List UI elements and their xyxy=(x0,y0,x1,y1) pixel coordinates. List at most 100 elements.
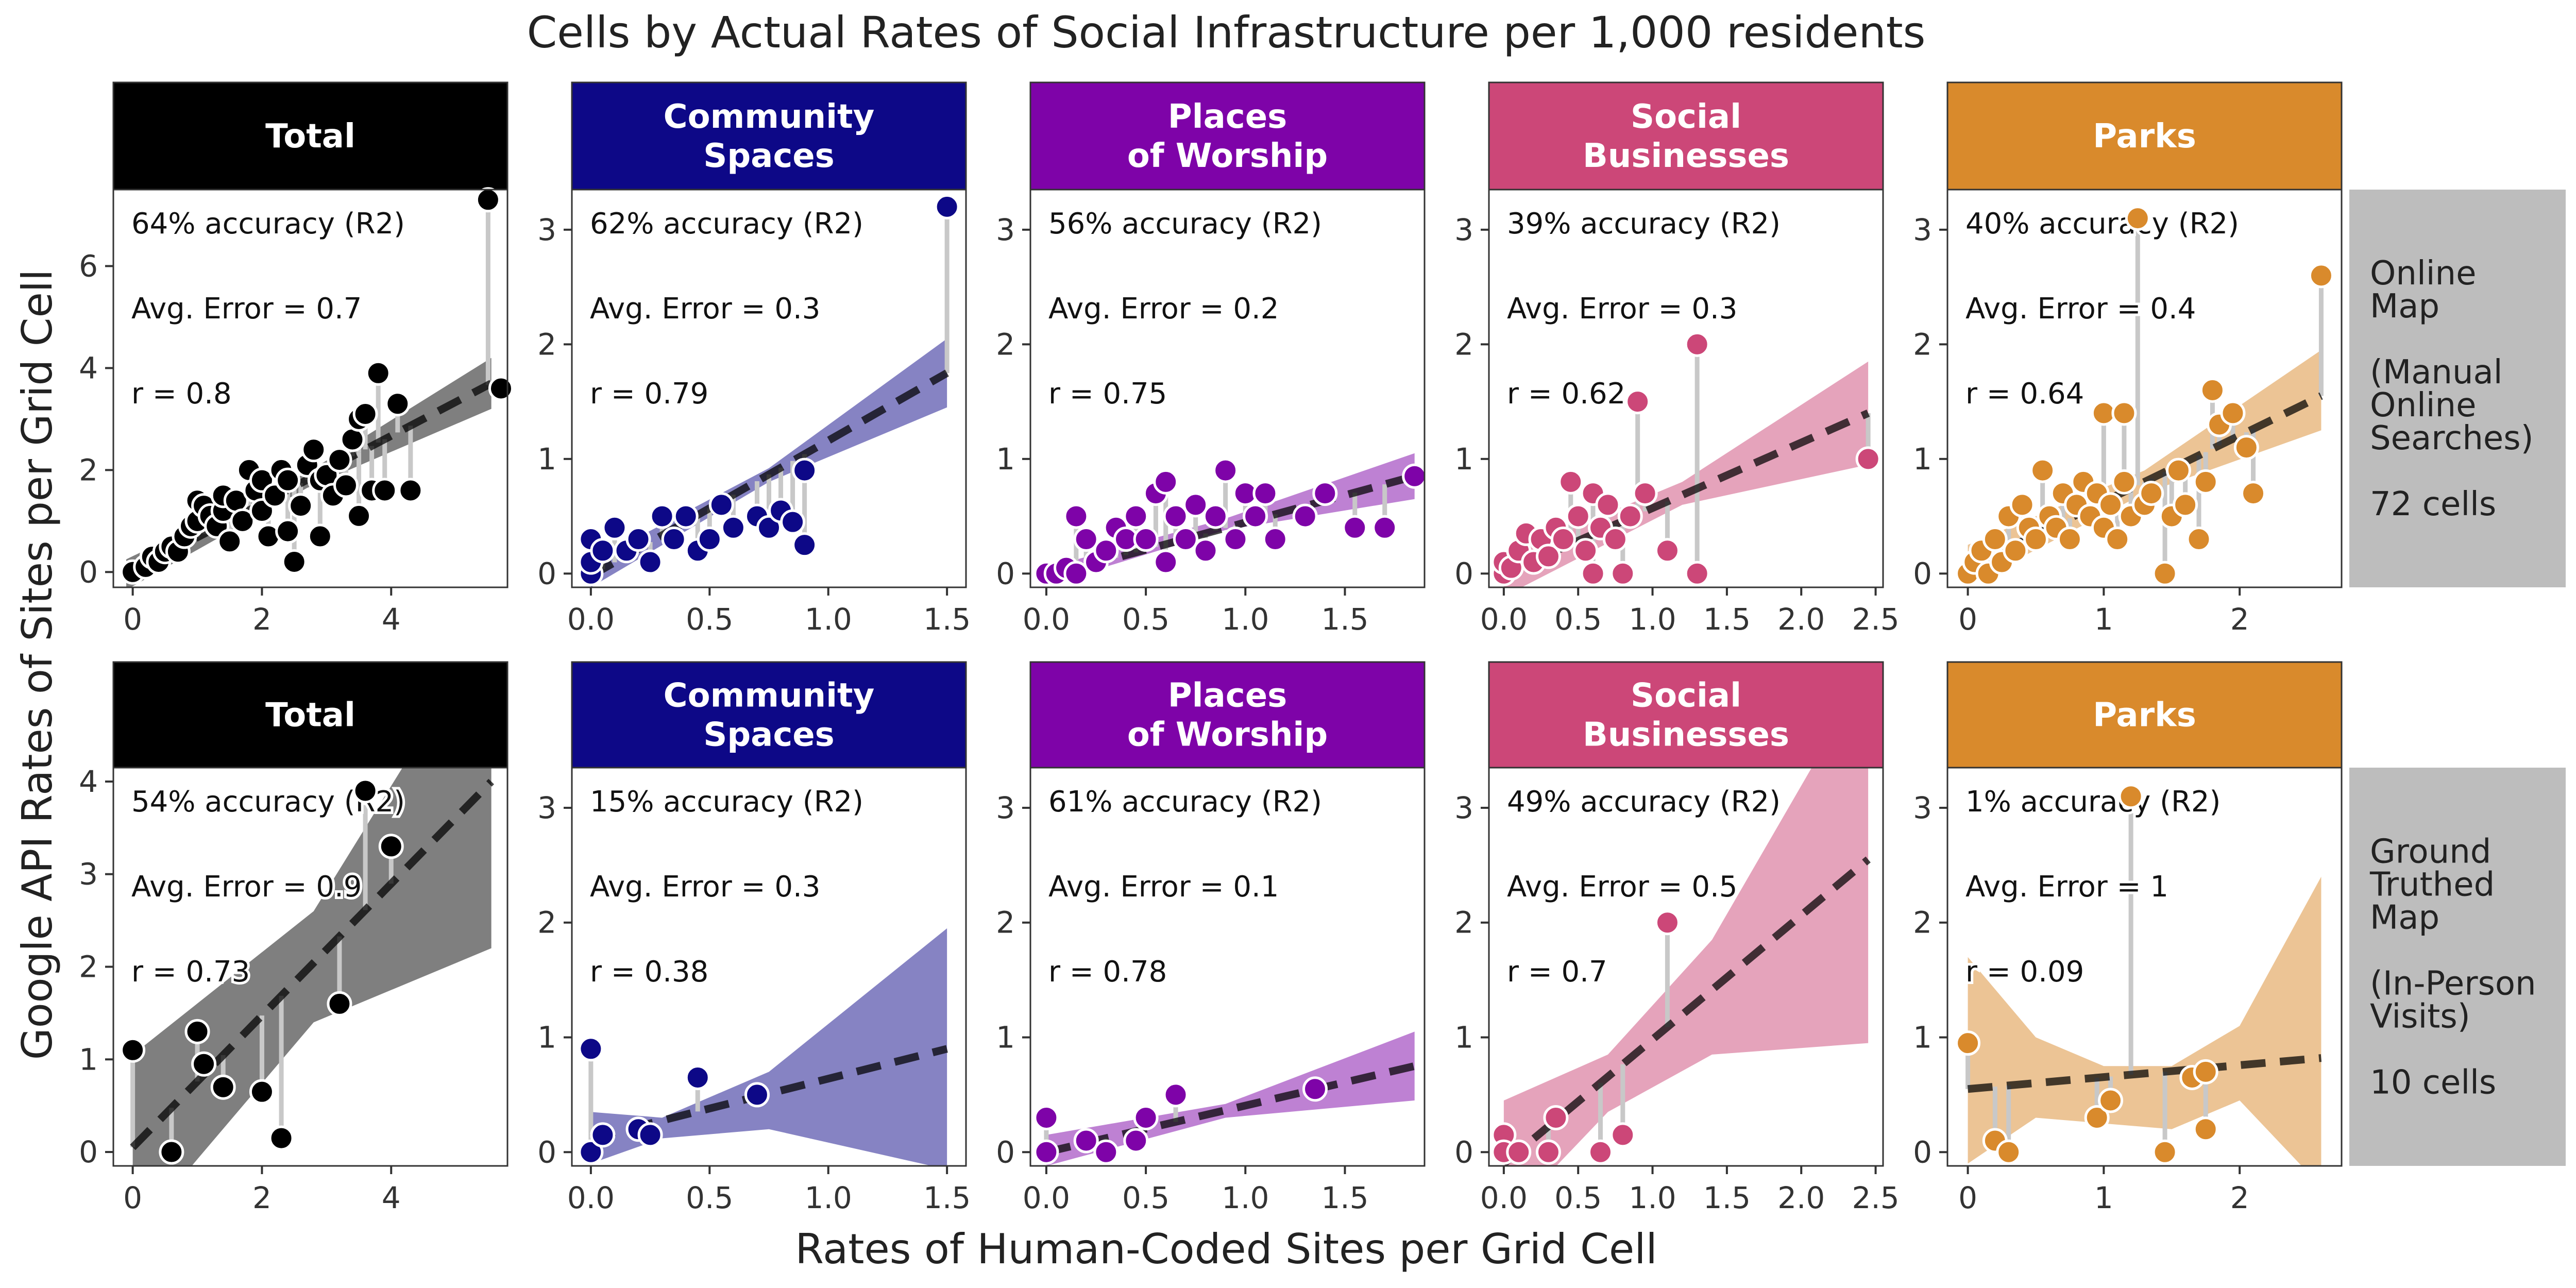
confidence-band xyxy=(1968,876,2321,1166)
data-point xyxy=(2308,263,2334,289)
x-tick-label: 1.0 xyxy=(1629,602,1676,637)
panel-border xyxy=(571,189,967,588)
x-tick-label: 1.5 xyxy=(1703,1180,1751,1215)
data-point xyxy=(1684,331,1710,357)
x-tick-label: 0 xyxy=(1958,602,1977,637)
data-point xyxy=(307,523,333,549)
y-tick-label: 6 xyxy=(79,248,98,283)
x-tick-label: 1.5 xyxy=(1321,602,1368,637)
panel-border xyxy=(571,767,967,1167)
data-point xyxy=(2098,1088,2124,1113)
y-tick-label: 3 xyxy=(79,857,98,892)
data-point xyxy=(1955,1030,1981,1056)
row-strip-label: (In-Person xyxy=(2370,965,2536,1003)
x-tick-label: 4 xyxy=(382,602,401,637)
y-tick-label: 3 xyxy=(537,212,556,247)
data-point xyxy=(1252,481,1278,506)
x-tick-label: 0.5 xyxy=(1122,602,1170,637)
row-strip-label: (Manual xyxy=(2370,353,2503,392)
data-point xyxy=(1610,561,1636,586)
data-point xyxy=(327,991,352,1016)
data-point xyxy=(934,194,960,219)
data-point xyxy=(1183,492,1209,518)
y-tick-label: 2 xyxy=(996,327,1015,362)
data-point xyxy=(2186,527,2212,552)
data-point xyxy=(2193,1059,2218,1084)
data-point xyxy=(578,1036,604,1062)
facet-strip-label: Total xyxy=(265,697,355,735)
row-strip-label: Map xyxy=(2370,899,2439,937)
y-tick-label: 1 xyxy=(996,1020,1015,1055)
y-tick-label: 1 xyxy=(1454,1020,1473,1055)
stat-annotation: Avg. Error = 0.3 xyxy=(1507,292,1737,326)
data-point xyxy=(1153,469,1179,495)
y-tick-label: 3 xyxy=(1913,790,1932,825)
facet-strip-label: Businesses xyxy=(1583,137,1789,175)
y-tick-label: 3 xyxy=(996,790,1015,825)
data-point xyxy=(1580,561,1606,586)
data-point xyxy=(756,515,782,540)
x-tick-label: 0.5 xyxy=(1122,1180,1170,1215)
data-point xyxy=(1684,561,1710,586)
data-point xyxy=(385,391,411,417)
facet-strip-label: Places xyxy=(1168,98,1287,136)
data-point xyxy=(378,834,404,859)
y-tick-label: 1 xyxy=(1454,442,1473,477)
x-tick-label: 2 xyxy=(2230,602,2249,637)
facet-strip xyxy=(1488,661,1884,769)
panel-border xyxy=(1029,189,1426,588)
data-point xyxy=(1573,538,1599,564)
x-tick-label: 0.5 xyxy=(1554,602,1602,637)
stat-annotation: r = 0.75 xyxy=(1048,377,1167,411)
x-tick-label: 1.5 xyxy=(923,602,971,637)
stat-annotation: Avg. Error = 0.3 xyxy=(590,292,820,326)
row-strip-background xyxy=(2349,768,2566,1166)
panel-border xyxy=(1488,767,1884,1167)
stat-annotation: Avg. Error = 0.9 xyxy=(131,870,362,904)
data-point xyxy=(1654,538,1680,564)
confidence-band xyxy=(1503,768,1869,1166)
data-point xyxy=(281,549,307,575)
facet-strip-label: Businesses xyxy=(1583,716,1789,754)
x-tick-label: 0.5 xyxy=(686,602,733,637)
data-point xyxy=(637,549,663,575)
data-point xyxy=(2199,377,2225,403)
x-tick-label: 0.0 xyxy=(567,1180,615,1215)
data-point xyxy=(488,376,514,401)
y-tick-label: 1 xyxy=(537,1020,556,1055)
panel-ground-truthed-map-parks: Parks 1% accuracy (R2) Avg. Error = 1 r = 0… xyxy=(1913,661,2343,1215)
data-point xyxy=(1565,503,1591,529)
panel-border xyxy=(1488,189,1884,588)
x-tick-label: 2.0 xyxy=(1777,602,1825,637)
panel-border xyxy=(1029,767,1426,1167)
data-point xyxy=(365,360,391,386)
row-strip-label: Ground xyxy=(2370,833,2491,871)
x-tick-label: 1 xyxy=(2094,1180,2113,1215)
y-tick-label: 0 xyxy=(996,556,1015,591)
y-tick-label: 0 xyxy=(79,554,98,589)
data-point xyxy=(602,515,628,540)
data-point xyxy=(1312,481,1338,506)
data-point xyxy=(1588,1139,1614,1165)
stat-annotation: 61% accuracy (R2) xyxy=(1048,785,1322,819)
data-point xyxy=(649,503,675,529)
stat-annotation: r = 0.38 xyxy=(590,955,708,989)
stat-annotation: Avg. Error = 0.1 xyxy=(1048,870,1279,904)
stat-annotation: r = 0.73 xyxy=(131,955,250,989)
stat-annotation: 56% accuracy (R2) xyxy=(1048,207,1322,241)
facet-strip xyxy=(571,661,967,769)
data-point xyxy=(1535,544,1561,569)
data-point xyxy=(2084,1105,2110,1130)
y-tick-label: 4 xyxy=(79,764,98,799)
x-tick-label: 0.5 xyxy=(1554,1180,1602,1215)
facet-strip-label: of Worship xyxy=(1127,716,1328,754)
data-point xyxy=(2220,400,2246,426)
facet-strip xyxy=(1029,661,1426,769)
y-tick-label: 0 xyxy=(537,1134,556,1170)
stat-annotation: r = 0.78 xyxy=(1048,955,1167,989)
